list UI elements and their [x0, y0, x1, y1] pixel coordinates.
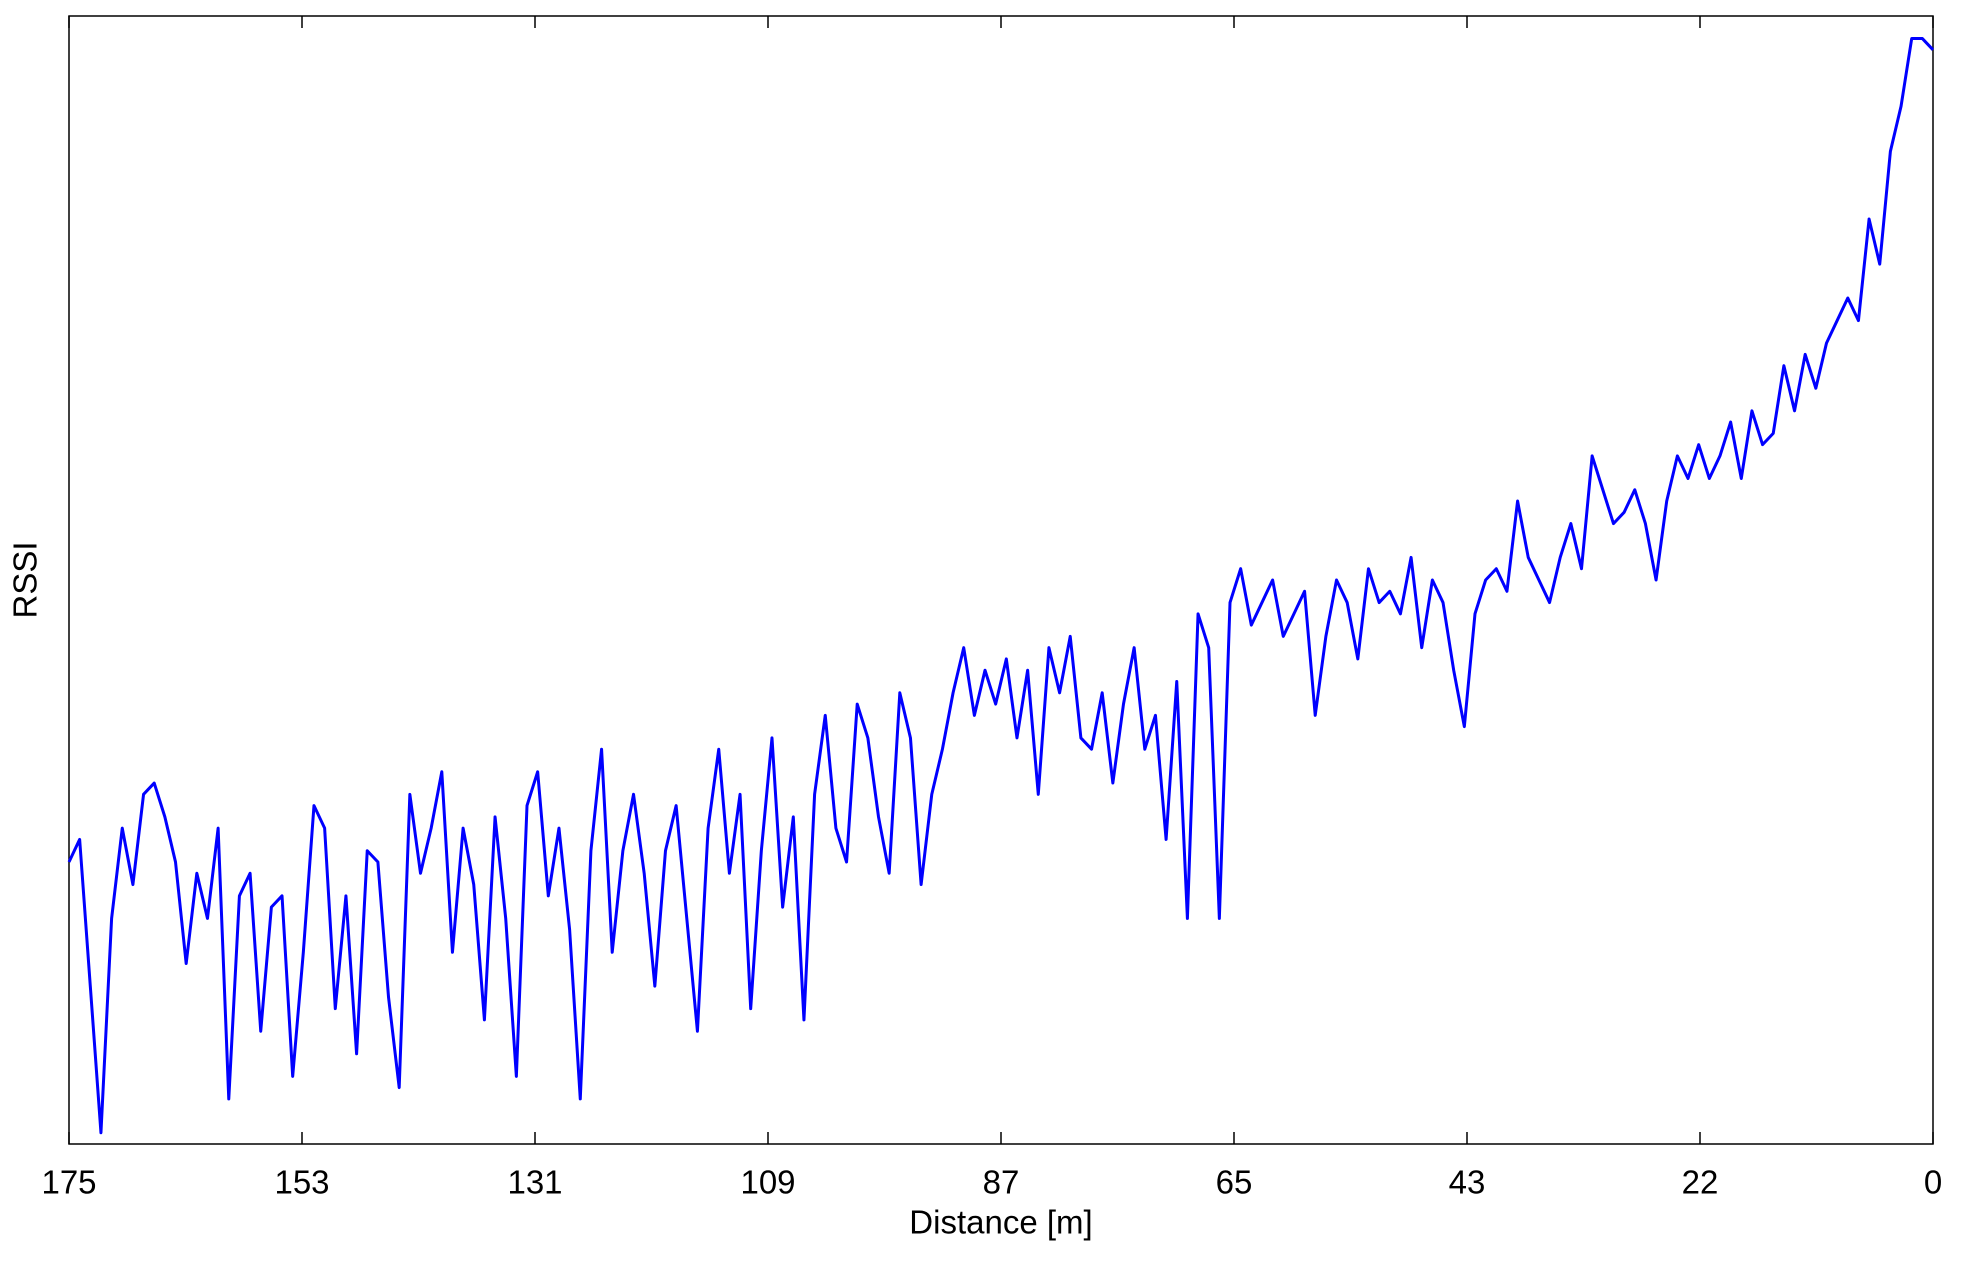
plot-frame	[68, 15, 1934, 1145]
x-tick-label: 109	[740, 1164, 795, 1201]
x-axis-title: Distance [m]	[909, 1204, 1092, 1241]
x-tick-label: 43	[1449, 1164, 1486, 1201]
x-tick-label: 0	[1924, 1164, 1942, 1201]
x-tick-label: 65	[1216, 1164, 1253, 1201]
data-line	[67, 37, 1935, 1135]
x-tick-label: 175	[41, 1164, 96, 1201]
x-tick-label: 87	[983, 1164, 1020, 1201]
x-tick-label: 131	[507, 1164, 562, 1201]
x-tick-label: 153	[274, 1164, 329, 1201]
y-axis-title: RSSI	[7, 541, 44, 618]
x-tick-label: 22	[1682, 1164, 1719, 1201]
